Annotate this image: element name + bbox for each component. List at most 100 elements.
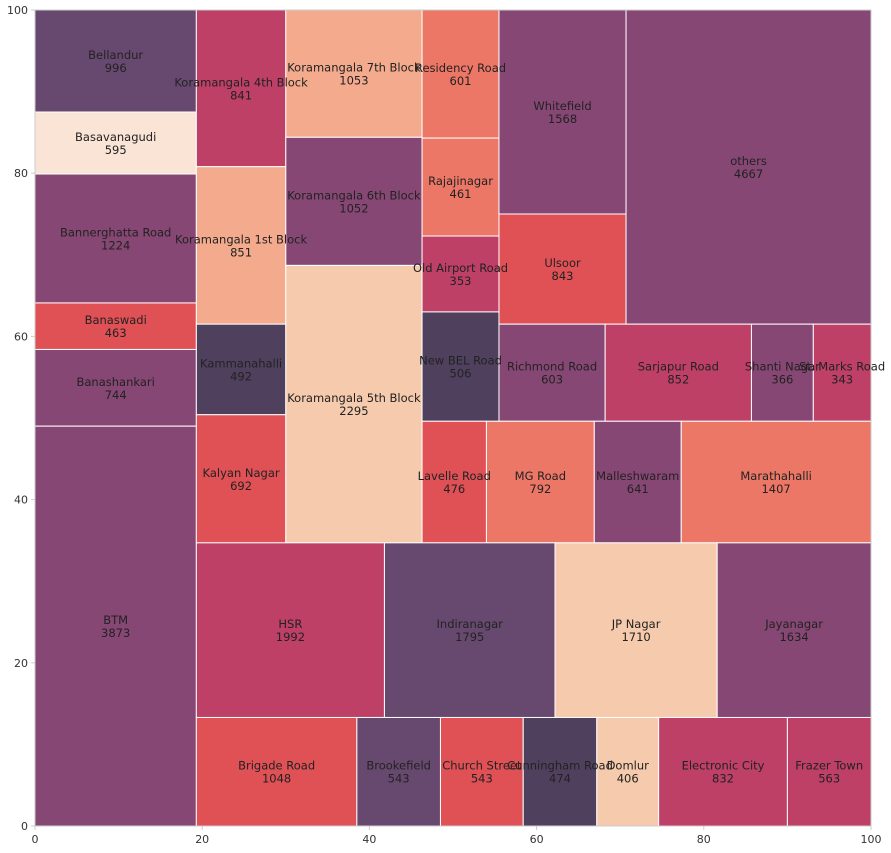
tile-value-residency-road: 601 xyxy=(450,74,472,88)
tile-value-mg-road: 792 xyxy=(529,482,551,496)
x-tick-label: 60 xyxy=(530,833,544,846)
tile-rajajinagar xyxy=(421,137,500,237)
tile-value-new-bel-road: 506 xyxy=(450,367,472,381)
tile-bannerghatta-road xyxy=(34,173,197,304)
y-tick-label: 100 xyxy=(7,4,28,17)
tile-value-brookefield: 543 xyxy=(388,772,410,786)
tile-richmond-road xyxy=(498,323,606,422)
tile-label-basavanagudi: Basavanagudi xyxy=(75,130,156,144)
tile-value-electronic-city: 832 xyxy=(712,772,734,786)
x-tick-label: 80 xyxy=(697,833,711,846)
x-tick-label: 40 xyxy=(362,833,376,846)
tile-label-indiranagar: Indiranagar xyxy=(437,617,504,631)
tile-lavelle-road xyxy=(421,420,487,544)
tile-value-bannerghatta-road: 1224 xyxy=(101,238,130,252)
tile-label-shanti-nagar: Shanti Nagar xyxy=(745,360,820,374)
tile-label-malleshwaram: Malleshwaram xyxy=(596,469,679,483)
y-tick-label: 80 xyxy=(14,167,28,180)
tile-indiranagar xyxy=(383,542,556,718)
tile-value-whitefield: 1568 xyxy=(548,112,577,126)
tile-label-st-marks-road: St. Marks Road xyxy=(799,360,885,374)
tile-label-new-bel-road: New BEL Road xyxy=(419,354,502,368)
tile-label-frazer-town: Frazer Town xyxy=(795,759,863,773)
tile-label-hsr: HSR xyxy=(278,617,302,631)
tile-koramangala-4th-block xyxy=(195,9,287,168)
tile-label-jp-nagar: JP Nagar xyxy=(611,617,661,631)
tile-hsr xyxy=(195,542,385,718)
tile-value-sarjapur-road: 852 xyxy=(667,373,689,387)
tile-label-whitefield: Whitefield xyxy=(533,99,591,113)
tile-label-lavelle-road: Lavelle Road xyxy=(418,469,491,483)
tile-label-mg-road: MG Road xyxy=(515,469,566,483)
tile-label-koramangala-5th-block: Koramangala 5th Block xyxy=(287,391,421,405)
x-tick-label: 0 xyxy=(32,833,39,846)
tile-koramangala-1st-block xyxy=(195,166,287,325)
tile-value-jayanagar: 1634 xyxy=(779,630,808,644)
tile-value-domlur: 406 xyxy=(617,772,639,786)
tile-value-indiranagar: 1795 xyxy=(455,630,484,644)
tile-sarjapur-road xyxy=(604,323,752,422)
tile-label-kalyan-nagar: Kalyan Nagar xyxy=(203,466,280,480)
tile-label-cunningham-road: Cunningham Road xyxy=(507,759,613,773)
tile-label-ulsoor: Ulsoor xyxy=(544,256,581,270)
tile-label-koramangala-6th-block: Koramangala 6th Block xyxy=(287,188,421,202)
tile-label-electronic-city: Electronic City xyxy=(682,759,765,773)
tile-value-bellandur: 996 xyxy=(105,61,127,75)
tile-value-kalyan-nagar: 692 xyxy=(230,479,252,493)
tile-label-banaswadi: Banaswadi xyxy=(85,313,147,327)
tile-label-residency-road: Residency Road xyxy=(415,61,506,75)
tile-value-ulsoor: 843 xyxy=(552,269,574,283)
tile-others xyxy=(625,9,872,325)
axis-layer: 0 20 40 60 80 100 0 20 40 60 80 100 xyxy=(7,4,882,846)
tile-jp-nagar xyxy=(554,542,718,718)
tile-label-others: others xyxy=(730,154,767,168)
tile-value-church-street: 543 xyxy=(471,772,493,786)
tile-label-sarjapur-road: Sarjapur Road xyxy=(638,360,719,374)
tile-value-jp-nagar: 1710 xyxy=(621,630,650,644)
plot-frame xyxy=(34,9,872,827)
tile-label-kammanahalli: Kammanahalli xyxy=(200,356,282,370)
tile-whitefield xyxy=(498,9,627,215)
tile-btm xyxy=(34,425,197,827)
tile-label-richmond-road: Richmond Road xyxy=(507,360,597,374)
x-tick-label: 20 xyxy=(195,833,209,846)
tile-label-marathahalli: Marathahalli xyxy=(740,469,812,483)
tile-brigade-road xyxy=(195,716,358,827)
tile-mg-road xyxy=(485,420,595,544)
tile-label-bannerghatta-road: Bannerghatta Road xyxy=(60,225,171,239)
y-tick-label: 0 xyxy=(21,820,28,833)
tile-value-brigade-road: 1048 xyxy=(262,772,291,786)
y-tick-label: 20 xyxy=(14,657,28,670)
y-tick-label: 60 xyxy=(14,330,28,343)
tile-value-koramangala-7th-block: 1053 xyxy=(339,74,368,88)
tile-value-st-marks-road: 343 xyxy=(831,373,853,387)
tile-shanti-nagar xyxy=(750,323,814,422)
tile-value-frazer-town: 563 xyxy=(818,772,840,786)
tile-value-marathahalli: 1407 xyxy=(761,482,790,496)
tile-bellandur xyxy=(34,9,197,113)
tile-value-koramangala-5th-block: 2295 xyxy=(339,404,368,418)
tile-value-banashankari: 744 xyxy=(105,388,127,402)
tile-frazer-town xyxy=(786,716,872,827)
tile-brookefield xyxy=(356,716,441,827)
tile-value-cunningham-road: 474 xyxy=(549,772,571,786)
tile-value-banaswadi: 463 xyxy=(105,326,127,340)
tile-kammanahalli xyxy=(195,323,287,416)
tile-label-jayanagar: Jayanagar xyxy=(764,617,823,631)
tile-residency-road xyxy=(421,9,500,139)
tile-label-koramangala-1st-block: Koramangala 1st Block xyxy=(175,232,307,246)
tile-label-rajajinagar: Rajajinagar xyxy=(428,174,493,188)
tile-st-marks-road xyxy=(812,323,872,422)
tile-label-koramangala-7th-block: Koramangala 7th Block xyxy=(287,61,421,75)
tile-label-brigade-road: Brigade Road xyxy=(238,759,315,773)
tile-label-bellandur: Bellandur xyxy=(88,48,143,62)
tile-value-kammanahalli: 492 xyxy=(230,369,252,383)
tile-value-basavanagudi: 595 xyxy=(105,143,127,157)
tile-cunningham-road xyxy=(522,716,598,827)
tile-new-bel-road xyxy=(421,311,500,422)
y-tick-label: 40 xyxy=(14,494,28,507)
tile-koramangala-6th-block xyxy=(285,136,423,266)
tile-value-shanti-nagar: 366 xyxy=(771,373,793,387)
tile-value-hsr: 1992 xyxy=(276,630,305,644)
